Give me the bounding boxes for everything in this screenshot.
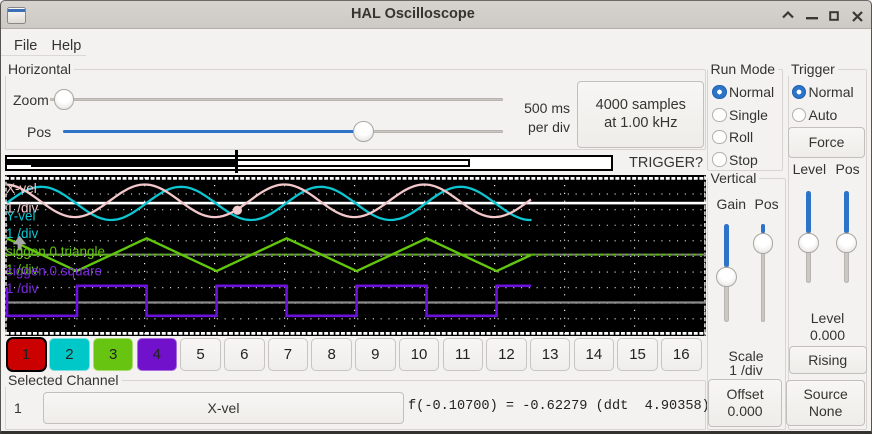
svg-text:1 /div: 1 /div [6,262,38,277]
svg-text:1 /div: 1 /div [6,281,38,296]
svg-text:siggen.0.triangle: siggen.0.triangle [6,244,105,259]
svg-text:X-vel: X-vel [6,181,37,196]
svg-text:Y-vel: Y-vel [6,208,35,223]
svg-text:siggen.0.square: siggen.0.square [6,263,102,278]
svg-text:1 /div: 1 /div [6,226,38,241]
svg-text:1 /div: 1 /div [6,200,38,215]
